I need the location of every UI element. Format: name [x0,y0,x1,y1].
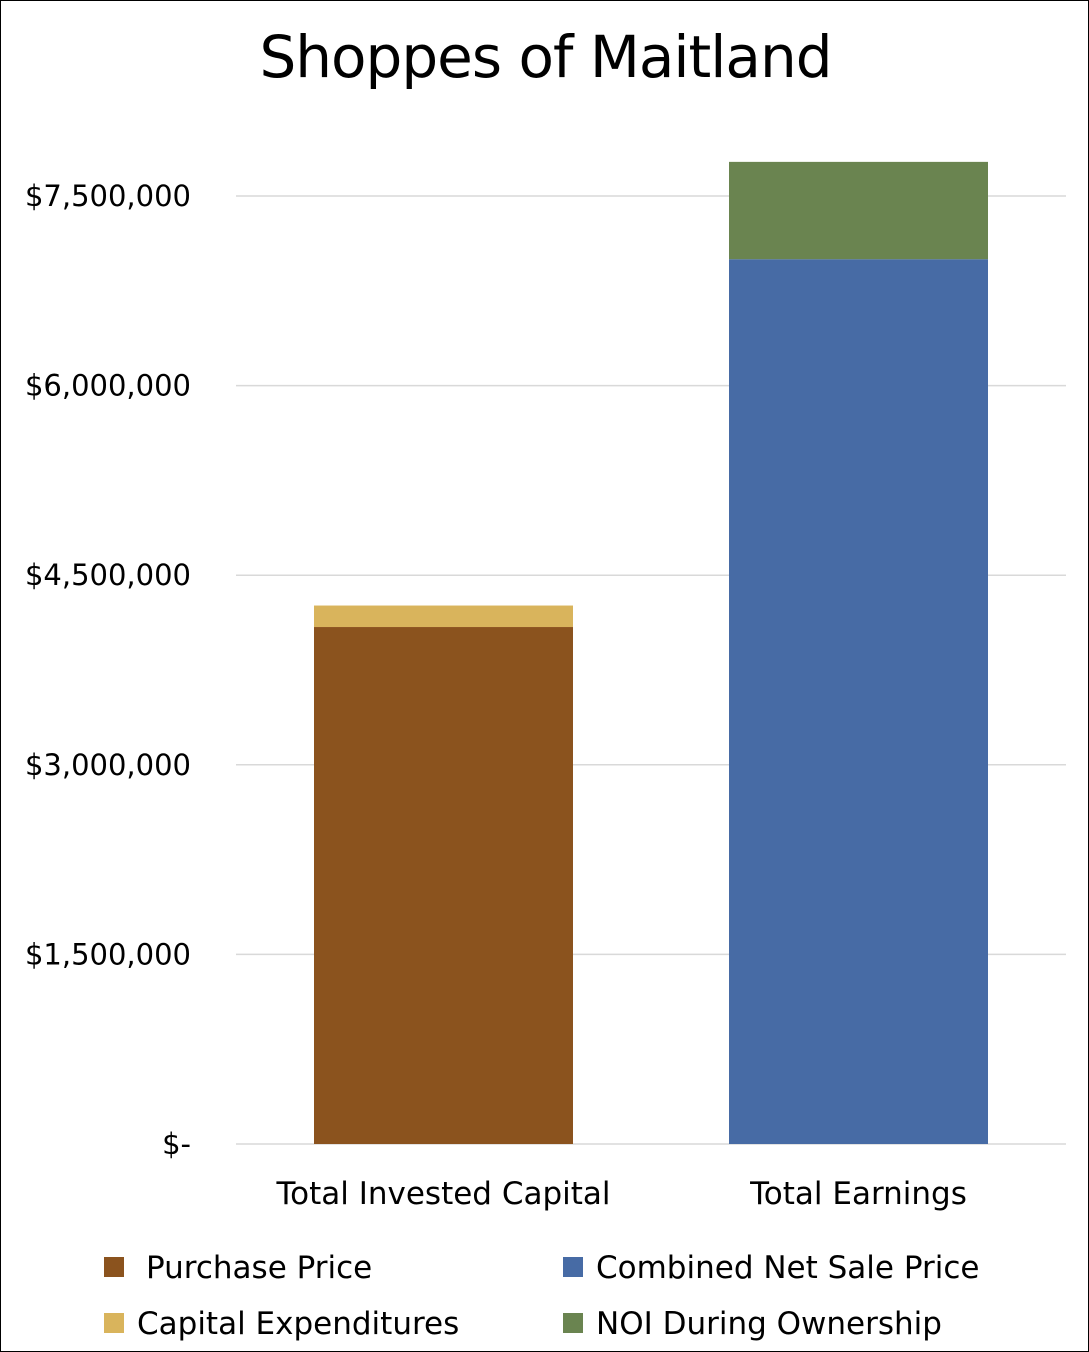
legend-item: Capital Expenditures [104,1306,459,1342]
x-category-label: Total Earnings [749,1176,967,1212]
legend-swatch [563,1313,583,1333]
y-axis-ticks: $- $1,500,000 $3,000,000 $4,500,000 $6,000,0… [25,179,191,1161]
y-tick-label: $3,000,000 [25,748,191,782]
bar-2-1 [314,605,573,628]
y-tick-label: $1,500,000 [25,937,191,971]
y-tick-label: $4,500,000 [25,558,191,592]
legend-swatch [563,1257,583,1277]
bar-3-2 [729,259,988,1144]
y-tick-label: $6,000,000 [25,369,191,403]
y-tick-label: $7,500,000 [25,179,191,213]
legend-label: Purchase Price [146,1250,372,1286]
legend-label: Combined Net Sale Price [596,1250,979,1286]
bar-4-2 [729,161,988,260]
bar-1-1 [314,627,573,1144]
category-labels: Total Invested Capital Total Earnings [275,1176,966,1212]
y-tick-label: $- [162,1127,191,1161]
bars [314,161,988,1144]
x-category-label: Total Invested Capital [275,1176,610,1212]
legend-swatch [104,1257,124,1277]
legend-item: Purchase Price [104,1250,372,1286]
legend-item: NOI During Ownership [563,1306,942,1342]
legend-label: Capital Expenditures [137,1306,459,1342]
legend: Purchase Price Combined Net Sale Price Cap… [104,1250,979,1342]
chart-title: Shoppes of Maitland [259,23,832,91]
legend-item: Combined Net Sale Price [563,1250,979,1286]
legend-label: NOI During Ownership [596,1306,942,1342]
legend-swatch [104,1313,124,1333]
